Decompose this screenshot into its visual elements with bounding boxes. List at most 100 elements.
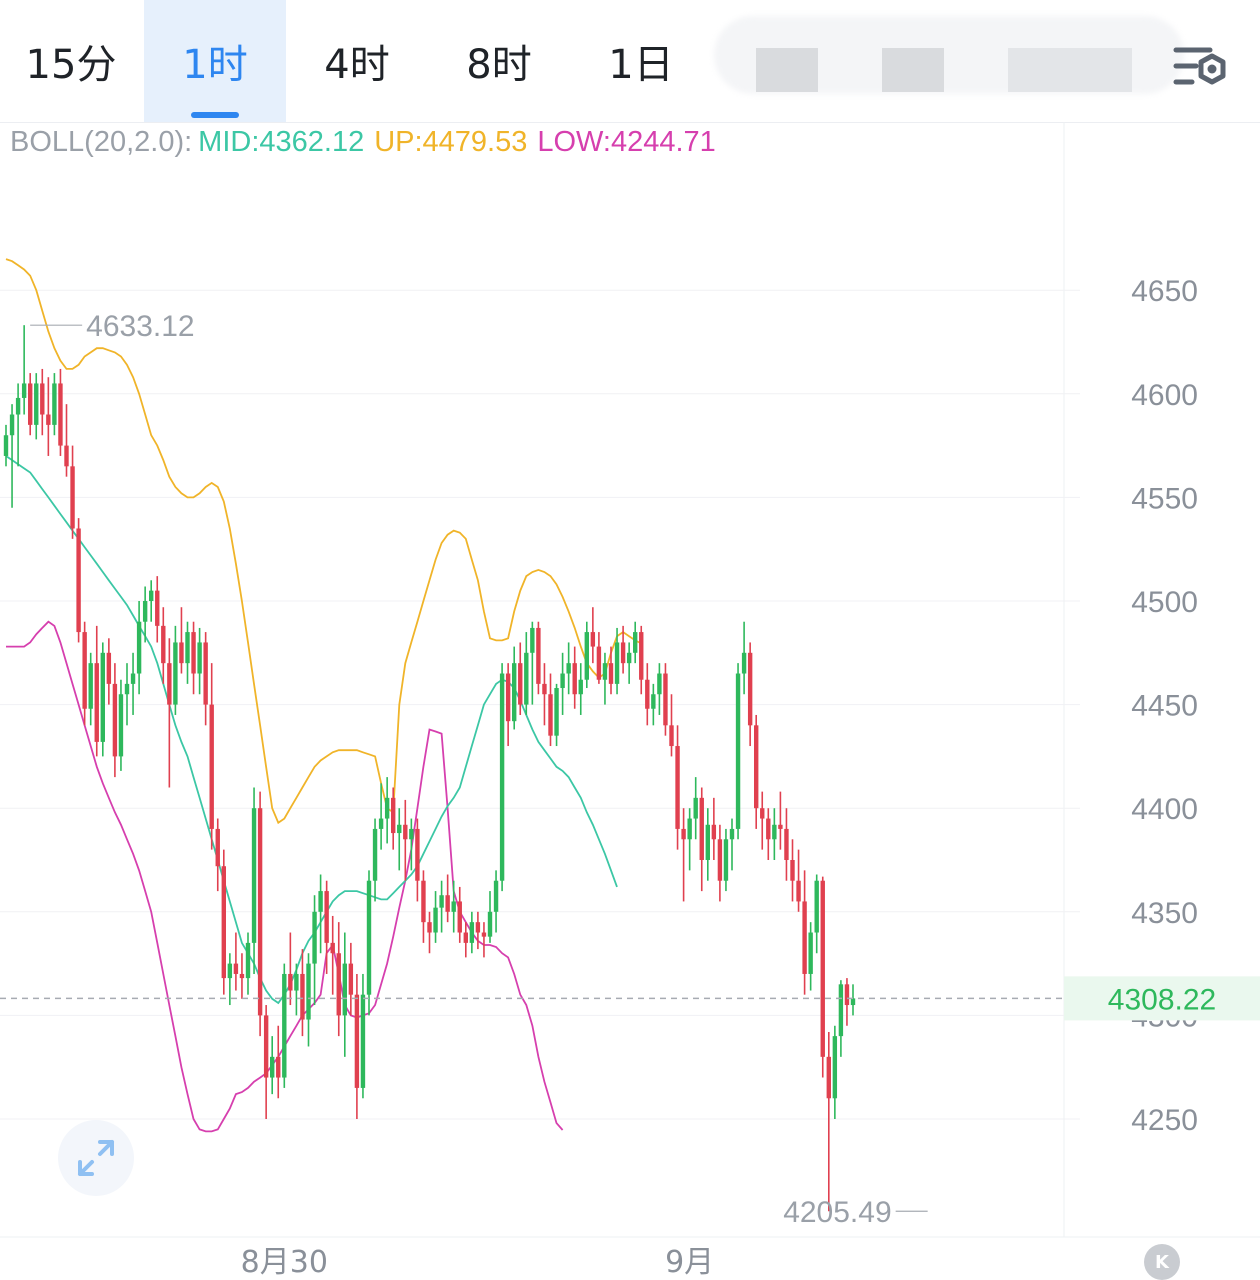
candle-body xyxy=(844,984,850,1006)
candle-body xyxy=(142,601,148,622)
settings-gear-icon-graphic xyxy=(1173,47,1226,85)
candle-body xyxy=(100,652,105,742)
tab-15m[interactable]: 15分 xyxy=(0,0,142,122)
candle-body xyxy=(46,414,51,425)
candle-body xyxy=(669,725,674,747)
candle-body xyxy=(499,673,505,881)
candle-body xyxy=(729,828,735,840)
candle-body xyxy=(94,663,99,742)
candle-body xyxy=(28,383,33,425)
candle-body xyxy=(808,932,813,974)
tab-1h[interactable]: 1时 xyxy=(144,0,286,122)
candle-body xyxy=(778,824,783,829)
candle-body xyxy=(735,673,741,829)
candlestick-chart[interactable]: 4650460045504500445044004350430042504308… xyxy=(0,122,1260,1280)
candle-body xyxy=(294,973,299,991)
candle-body xyxy=(336,953,341,1016)
candle-body xyxy=(330,942,335,954)
candle-body xyxy=(578,679,583,695)
candle-body xyxy=(112,683,118,757)
kline-k-icon[interactable]: K xyxy=(1144,1244,1180,1280)
candle-body xyxy=(626,652,632,664)
candle-body xyxy=(850,998,856,1006)
legend-low-label: LOW: xyxy=(537,126,611,158)
candle-body xyxy=(451,901,456,912)
y-tick-label: 4500 xyxy=(1131,586,1198,619)
candle-body xyxy=(814,880,819,933)
candle-body xyxy=(796,880,801,902)
y-tick-label: 4650 xyxy=(1131,275,1198,308)
candle-body xyxy=(391,797,396,834)
candle-body xyxy=(52,383,57,425)
candle-body xyxy=(161,625,166,664)
tab-label: 8时 xyxy=(466,42,532,88)
candle-body xyxy=(481,932,487,937)
candle-body xyxy=(215,828,220,867)
candle-body xyxy=(633,632,638,653)
candle-body xyxy=(463,932,468,943)
candle-body xyxy=(560,673,565,689)
blurred-block xyxy=(882,48,944,92)
legend-mid-label: MID: xyxy=(198,126,260,158)
candle-body xyxy=(639,632,644,680)
candle-body xyxy=(475,922,481,933)
candle-body xyxy=(324,891,329,943)
candle-body xyxy=(717,839,723,881)
candle-body xyxy=(233,963,239,974)
tab-1d[interactable]: 1日 xyxy=(570,0,712,122)
candle-body xyxy=(239,973,245,979)
candle-body xyxy=(802,901,807,974)
candle-body xyxy=(378,818,384,829)
candle-body xyxy=(681,828,686,840)
y-tick-label: 4250 xyxy=(1131,1104,1198,1137)
tab-8h[interactable]: 8时 xyxy=(428,0,570,122)
tab-label: 1日 xyxy=(608,42,674,88)
candle-body xyxy=(427,922,432,933)
candle-body xyxy=(566,663,571,674)
candle-body xyxy=(76,528,81,633)
expand-arrows-icon[interactable] xyxy=(58,1120,134,1196)
y-tick-label: 4550 xyxy=(1131,482,1198,515)
candle-body xyxy=(493,880,499,912)
candle-body xyxy=(663,673,668,726)
candle-body xyxy=(288,973,293,991)
candle-body xyxy=(838,984,844,1037)
candle-body xyxy=(257,808,263,1016)
candle-body xyxy=(584,632,589,680)
tab-label: 1时 xyxy=(182,42,248,88)
settings-gear-icon[interactable] xyxy=(1170,36,1234,100)
candle-body xyxy=(741,652,747,674)
candle-body xyxy=(608,663,614,684)
candle-body xyxy=(300,973,305,1020)
candle-body xyxy=(136,621,142,674)
candle-body xyxy=(469,922,475,943)
candle-body xyxy=(203,642,208,705)
candle-body xyxy=(245,942,251,979)
last-price-tag-bg xyxy=(1064,976,1260,1021)
candle-body xyxy=(40,383,45,415)
candle-body xyxy=(276,1056,281,1078)
candle-body xyxy=(457,901,462,933)
candle-body xyxy=(318,891,323,912)
last-price-label: 4308.22 xyxy=(1108,983,1216,1016)
candle-body xyxy=(263,1015,269,1078)
candle-body xyxy=(106,652,112,684)
legend-up-value: 4479.53 xyxy=(422,126,528,158)
candle-body xyxy=(221,866,226,979)
tab-4h[interactable]: 4时 xyxy=(286,0,428,122)
candle-body xyxy=(772,824,777,840)
candle-body xyxy=(614,642,620,684)
legend-mid-value: 4362.12 xyxy=(259,126,365,158)
candle-body xyxy=(705,824,710,860)
candle-body xyxy=(433,907,438,933)
candle-body xyxy=(820,880,825,1057)
high-marker-label: 4633.12 xyxy=(86,310,194,343)
candle-body xyxy=(70,466,75,529)
tab-label: 4时 xyxy=(324,42,390,88)
candle-body xyxy=(348,963,354,995)
candle-body xyxy=(620,642,626,664)
candle-body xyxy=(155,590,160,626)
blurred-block xyxy=(1008,48,1132,92)
candle-body xyxy=(149,590,154,601)
candle-body xyxy=(554,688,559,736)
